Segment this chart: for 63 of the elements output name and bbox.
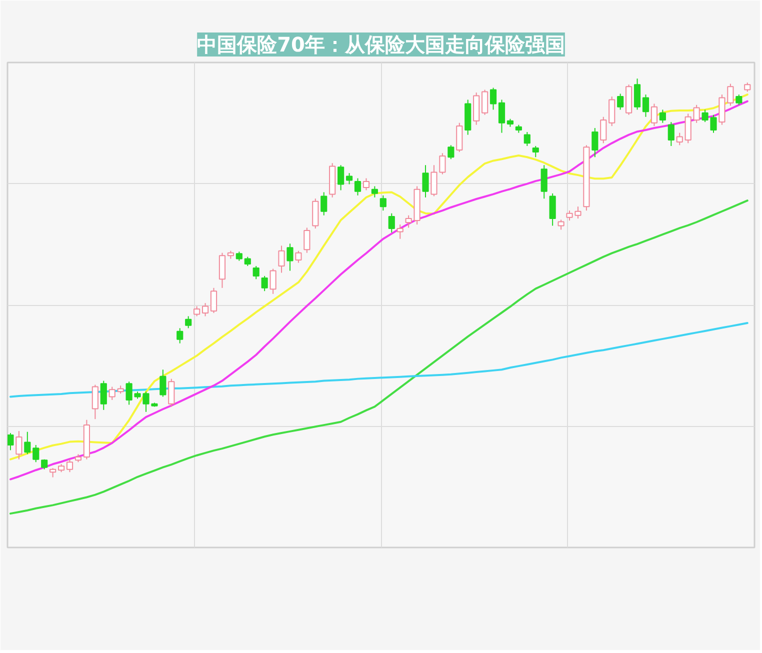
candlestick [50,468,56,478]
candlestick [24,431,31,455]
candlestick [286,243,294,272]
candlestick [218,252,226,288]
candlestick [346,172,353,185]
candlestick [8,432,14,451]
candlestick [160,369,166,398]
candlestick [210,287,218,314]
candlestick [295,250,302,264]
candlestick [540,164,548,200]
candlestick [634,78,641,110]
candlestick [338,164,344,191]
candlestick [388,212,395,233]
candlestick [380,194,386,212]
candlestick [270,268,276,294]
candlestick [608,96,616,127]
candlestick [362,178,370,191]
candlestick [244,256,251,266]
candlestick [744,82,751,92]
candlestick [320,192,328,216]
candlestick [676,132,683,146]
candlestick [92,384,98,420]
candlestick [684,113,692,144]
candlestick [430,164,438,197]
candlestick [448,144,454,160]
chart-title: 中国保险70年：从保险大国走向保险强国 [197,32,565,56]
candlestick [482,89,488,116]
candlestick [524,132,530,146]
candlestick [456,122,463,152]
candlestick [185,316,192,329]
candlestick [498,99,506,134]
candlestick [16,430,22,460]
candlestick [422,164,429,198]
candlestick [304,227,310,254]
candlestick [617,93,624,110]
candlestick [371,186,378,198]
candlestick [650,103,658,127]
candlestick [668,122,674,146]
candlestick [32,444,40,463]
candlestick [532,145,539,158]
candlestick [592,128,598,158]
candlestick [354,178,362,196]
candlestick [252,265,260,280]
candlestick [600,116,607,144]
candlestick [194,306,200,317]
candlestick [66,458,74,473]
candlestick [490,87,497,110]
candlestick [100,380,107,410]
candlestick [693,104,700,124]
candlestick [278,245,285,274]
candlestick [261,275,268,292]
candlestick [549,192,556,226]
candlestick [439,152,446,175]
candlestick [736,94,742,106]
candlestick [642,94,650,118]
candlestick [396,224,404,240]
candlestick [558,219,564,230]
candlestick [176,328,184,344]
candlestick [659,109,666,124]
candlestick [202,302,209,317]
candlestick [168,378,175,408]
candlestick [108,386,116,400]
candlestick [236,251,242,262]
